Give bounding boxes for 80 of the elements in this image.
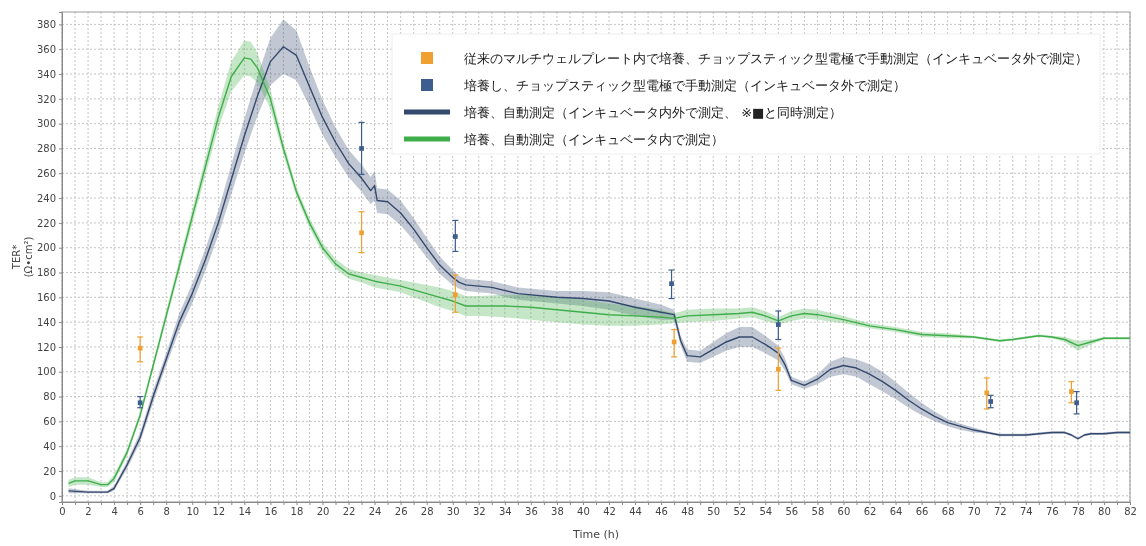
point: [1069, 389, 1074, 394]
point: [1074, 400, 1079, 406]
y-tick-label: 0: [49, 490, 56, 502]
x-tick-label: 60: [837, 506, 851, 518]
x-tick-label: 6: [137, 506, 144, 518]
x-tick-label: 20: [316, 506, 330, 518]
y-tick-label: 80: [43, 391, 56, 403]
point: [137, 345, 143, 351]
y-tick-label: 220: [36, 217, 56, 229]
x-tick-label: 52: [733, 506, 747, 518]
x-tick-label: 64: [889, 506, 903, 518]
x-tick-label: 14: [238, 506, 252, 518]
x-tick-label: 32: [472, 506, 486, 518]
x-axis-title: Time (h): [572, 528, 619, 541]
x-tick-label: 0: [59, 506, 66, 518]
y-tick-label: 120: [36, 341, 56, 353]
x-tick-label: 30: [446, 506, 460, 518]
x-tick-label: 34: [498, 506, 512, 518]
y-tick-label: 320: [36, 93, 56, 105]
x-tick-label: 16: [264, 506, 278, 518]
x-tick-label: 22: [342, 506, 356, 518]
x-tick-label: 42: [603, 506, 616, 518]
x-tick-label: 74: [1019, 506, 1033, 518]
x-tick-label: 24: [368, 506, 382, 518]
y-tick-label: 180: [36, 267, 56, 279]
point: [776, 366, 781, 372]
x-tick-label: 46: [655, 506, 668, 518]
x-tick-label: 18: [290, 506, 304, 518]
x-tick-label: 12: [212, 506, 226, 518]
y-tick-label: 380: [36, 19, 56, 31]
x-tick-label: 58: [811, 506, 825, 518]
point: [359, 230, 364, 236]
legend-label: 培養、自動測定（インキュベータ内外で測定、 ※■と同時測定）: [463, 105, 843, 120]
x-tick-label: 50: [707, 506, 721, 518]
legend-label: 培養、自動測定（インキュベータ内で測定）: [463, 132, 724, 147]
x-tick-label: 56: [785, 506, 799, 518]
point: [776, 322, 781, 327]
point: [359, 146, 364, 151]
x-tick-label: 36: [525, 506, 538, 518]
y-tick-label: 140: [36, 316, 56, 328]
x-tick-label: 70: [967, 506, 981, 518]
x-tick-label: 10: [186, 506, 200, 518]
y-tick-label: 100: [36, 366, 56, 378]
point: [452, 234, 458, 239]
x-tick-label: 68: [941, 506, 955, 518]
x-tick-label: 38: [551, 506, 564, 518]
y-tick-label: 300: [36, 118, 56, 130]
x-tick-label: 26: [394, 506, 408, 518]
x-tick-label: 44: [629, 506, 642, 518]
y-tick-label: 280: [36, 143, 56, 155]
y-tick-label: 360: [36, 43, 56, 55]
legend-label: 従来のマルチウェルプレート内で培養、チョップスティック型電極で手動測定（インキュベータ外で測定）: [464, 51, 1088, 66]
y-tick-label: 200: [36, 242, 56, 254]
x-tick-label: 8: [163, 506, 170, 518]
x-tick-label: 78: [1072, 506, 1085, 518]
x-tick-label: 54: [759, 506, 773, 518]
y-tick-label: 40: [43, 440, 56, 452]
y-tick-label: 160: [36, 292, 56, 304]
x-tick-label: 48: [681, 506, 695, 518]
x-tick-label: 62: [863, 506, 877, 518]
point: [669, 281, 674, 287]
point: [984, 390, 990, 396]
x-tick-label: 72: [993, 506, 1007, 518]
x-tick-label: 66: [915, 506, 929, 518]
x-tick-label: 80: [1098, 506, 1111, 518]
y-tick-label: 60: [43, 416, 56, 428]
x-tick-label: 28: [420, 506, 434, 518]
y-tick-label: 340: [36, 68, 56, 80]
point: [988, 399, 993, 404]
point: [452, 292, 458, 298]
y-tick-label: 260: [36, 167, 56, 179]
x-tick-label: 40: [577, 506, 590, 518]
y-tick-label: 20: [43, 465, 56, 477]
x-tick-label: 4: [111, 506, 118, 518]
y-axis-title: TER* (Ω•cm²): [11, 236, 34, 278]
x-tick-label: 82: [1124, 506, 1137, 518]
x-tick-label: 76: [1045, 506, 1059, 518]
legend-label: 培養し、チョップスティック型電極で手動測定（インキュベータ外で測定）: [463, 78, 906, 93]
x-tick-label: 2: [85, 506, 92, 518]
y-tick-label: 240: [36, 192, 56, 204]
